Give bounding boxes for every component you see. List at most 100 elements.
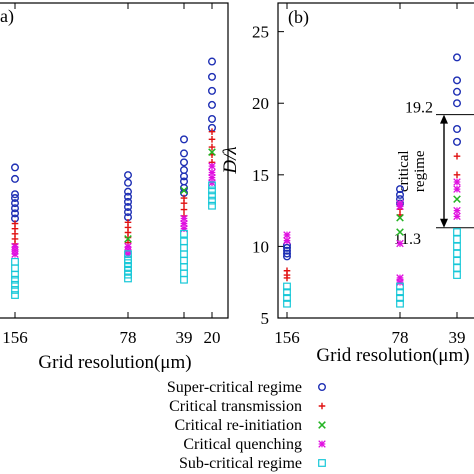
legend-item-2: Critical re-initiation	[174, 417, 326, 434]
panel-a-point-4-39-4	[180, 256, 188, 265]
panel-a-xtick-label-2: 39	[176, 328, 193, 347]
panel-a-point-4-78-0	[124, 250, 132, 259]
panel-a-point-0-39-0	[179, 135, 188, 144]
panel-b-point-4-39-5	[453, 263, 461, 272]
panel-a-point-4-39-0	[180, 229, 188, 238]
panel-b-point-2-78-0	[396, 213, 404, 222]
panel-a-xtick-label-1: 78	[120, 328, 137, 347]
panel-a-xtick-label-3: 20	[204, 328, 221, 347]
panel-b-point-0-78-0	[396, 185, 405, 194]
panel-b-point-4-156-0	[283, 282, 291, 291]
panel-a-point-4-156-4	[11, 280, 19, 289]
legend-label-0: Super-critical regime	[167, 379, 302, 396]
panel-b-point-4-39-6	[453, 271, 461, 279]
panel-b-point-1-156-2	[283, 274, 291, 282]
panel-b-point-4-156-1	[283, 288, 291, 297]
panel-b-point-4-78-1	[396, 288, 404, 297]
panel-b-point-3-39-0	[453, 178, 461, 186]
bracket-label-line1: critical	[396, 150, 412, 192]
panel-b-ytick-label-0: 5	[261, 309, 270, 328]
legend-label-1: Critical transmission	[169, 398, 302, 415]
panel-a-point-4-39-2	[180, 243, 188, 252]
panel-b-point-3-39-1	[453, 185, 461, 193]
panel-b-xtick-label-0: 156	[274, 328, 300, 347]
panel-a-xlabel: Grid resolution(μm)	[38, 352, 191, 373]
panel-a-point-3-156-2	[11, 250, 19, 258]
panel-b-point-0-39-2	[453, 87, 462, 96]
panel-b-point-1-39-0	[453, 152, 461, 160]
panel-b-point-4-39-0	[453, 228, 461, 236]
panel-a-point-4-156-6	[11, 291, 19, 299]
panel-b-point-0-39-1	[453, 76, 462, 85]
panel-a-point-0-39-2	[179, 158, 188, 167]
panel-b-point-3-39-2	[453, 206, 461, 215]
panel-a-point-4-39-1	[180, 237, 188, 246]
panel-a-point-4-39-7	[180, 275, 188, 284]
panel-a-point-3-156-0	[11, 242, 19, 251]
panel-b-point-4-78-2	[396, 294, 404, 302]
panel-a-point-1-39-1	[180, 199, 188, 207]
panel-a-point-4-20-3	[208, 196, 216, 205]
panel-a-point-0-39-1	[179, 149, 188, 158]
panel-b-point-0-78-1	[396, 190, 405, 199]
panel-b-xtick-label-2: 39	[449, 328, 466, 347]
panel-a-point-4-20-4	[208, 201, 216, 210]
bracket-upper-value: 19.2	[405, 100, 433, 117]
panel-b-point-2-78-1	[396, 228, 404, 236]
panel-b-point-3-156-0	[283, 231, 291, 239]
legend-item-0: Super-critical regime	[167, 379, 327, 396]
panel-b-ytick-label-3: 20	[252, 94, 269, 113]
panel-a-point-0-78-6	[123, 208, 132, 217]
panel-a-point-4-156-1	[11, 264, 19, 273]
panel-a-xtick-label-0: 156	[2, 328, 28, 347]
panel-b-point-4-39-1	[453, 235, 461, 244]
panel-a-point-0-156-1	[10, 174, 19, 183]
panel-a-frame	[0, 2, 229, 319]
legend-item-1: Critical transmission	[169, 398, 326, 415]
panel-a-point-0-156-5	[10, 204, 19, 213]
panel-a-point-0-39-4	[179, 172, 188, 181]
bracket-label-line2: regime	[412, 150, 428, 192]
panel-a-point-4-20-0	[208, 181, 216, 190]
panel-a-point-4-39-5	[180, 263, 188, 271]
panel-b-point-0-39-0	[453, 53, 462, 62]
panel-a-point-3-39-1	[180, 219, 188, 228]
panel-b-point-4-39-4	[453, 256, 461, 265]
panel-a-point-3-20-3	[208, 178, 216, 187]
panel-a-point-0-20-4	[207, 114, 216, 123]
panel-a-point-0-39-3	[179, 165, 188, 174]
panel-a-point-3-20-0	[208, 162, 216, 170]
panel-b-point-3-78-1	[396, 202, 404, 211]
panel-a-point-3-39-2	[180, 224, 188, 233]
panel-a-point-0-78-2	[123, 187, 132, 196]
panel-b-point-0-156-4	[283, 252, 292, 261]
panel-b-point-0-39-5	[453, 137, 462, 146]
panel-a-point-4-20-2	[208, 191, 216, 200]
panel-a-point-0-156-0	[10, 163, 19, 172]
panel-b-point-4-39-3	[453, 249, 461, 258]
panel-b: (b) 5 10 15 20 25 156 78 39 D/λ Grid resolution(μm…	[220, 2, 474, 366]
panel-a-point-0-156-3	[10, 194, 19, 203]
panel-a-point-0-78-5	[123, 202, 132, 211]
legend-marker-0	[318, 383, 327, 392]
panel-a-point-4-78-6	[124, 274, 132, 283]
legend-item-4: Sub-critical regime	[179, 455, 326, 472]
legend-label-2: Critical re-initiation	[174, 417, 302, 434]
panel-b-point-0-39-3	[453, 99, 462, 108]
panel-b-point-4-78-0	[396, 282, 404, 291]
legend-marker-2	[318, 421, 326, 429]
panel-a-point-4-156-3	[11, 275, 19, 284]
panel-b-point-4-156-2	[283, 294, 291, 302]
legend-marker-4	[318, 459, 326, 467]
panel-a-point-0-20-3	[207, 100, 216, 109]
panel-a-point-0-156-4	[10, 199, 19, 208]
legend-label-4: Sub-critical regime	[179, 455, 302, 472]
legend-item-3: Critical quenching	[183, 436, 326, 453]
panel-b-point-0-156-2	[283, 246, 292, 255]
panel-a-point-0-20-1	[207, 72, 216, 81]
panel-a-point-0-78-3	[123, 192, 132, 201]
panel-a-point-4-156-0	[11, 257, 19, 266]
panel-b-point-1-39-1	[453, 171, 461, 179]
panel-b-point-2-39-0	[453, 195, 461, 203]
